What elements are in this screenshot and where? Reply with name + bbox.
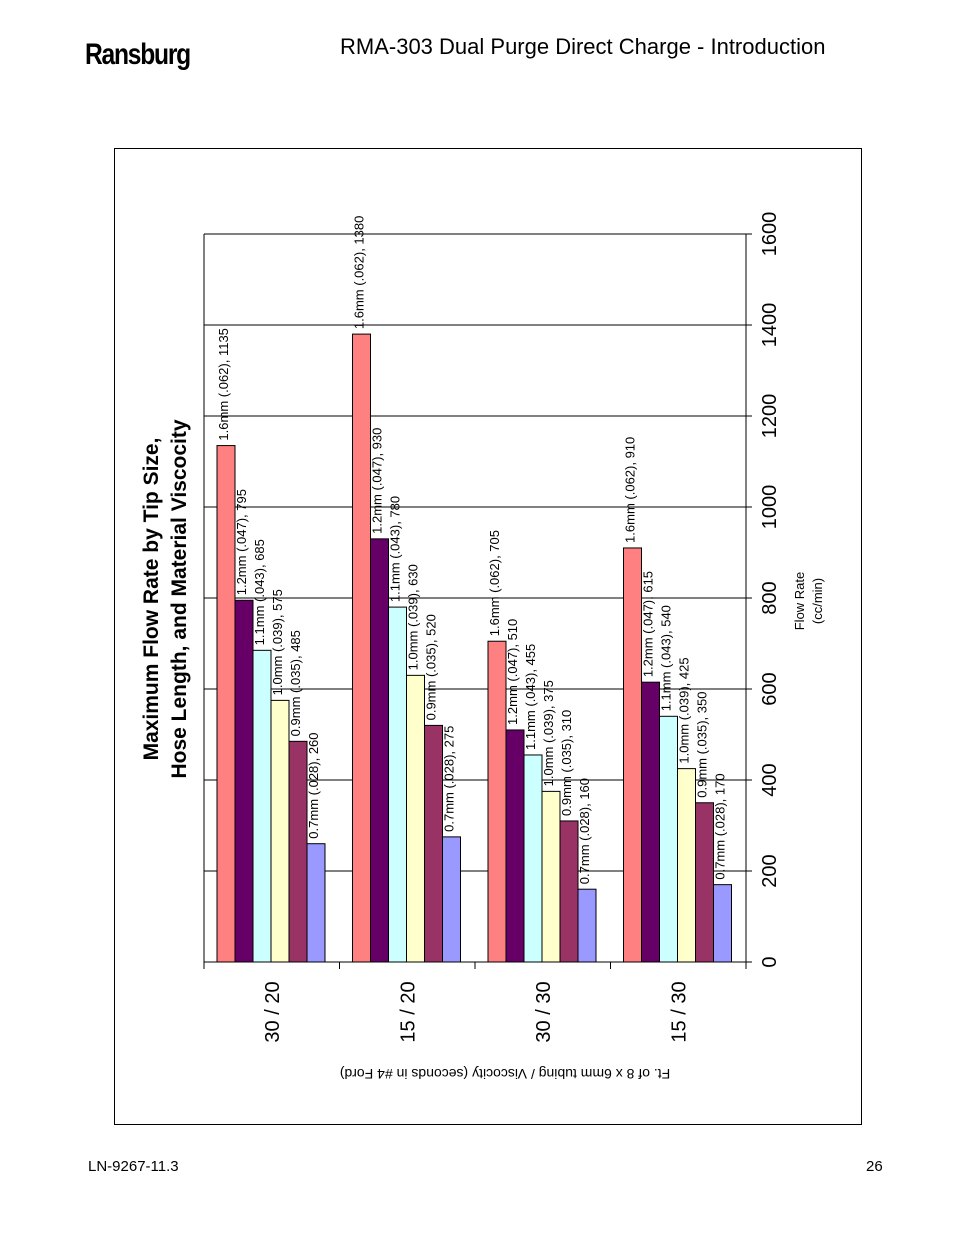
bar-data-label: 1.6mm (.062), 1135 bbox=[216, 328, 231, 440]
document-title: RMA-303 Dual Purge Direct Charge - Intro… bbox=[340, 34, 826, 59]
bar bbox=[406, 674, 425, 963]
bar bbox=[641, 681, 660, 963]
chart-title-line2: Hose Length, and Material Viscocity bbox=[168, 419, 191, 778]
page-number: 26 bbox=[866, 1158, 883, 1175]
value-axis-title-line2: (cc/min) bbox=[810, 578, 825, 624]
bar bbox=[505, 729, 525, 963]
bar bbox=[306, 843, 326, 963]
bar-data-label: 0.9mm (.035), 310 bbox=[559, 710, 574, 816]
bar bbox=[541, 790, 561, 963]
category-axis-title: Ft. of 8 x 6mm tubing / Viscocity (secon… bbox=[340, 1066, 670, 1082]
document-id: LN-9267-11.3 bbox=[88, 1158, 179, 1175]
bar-data-label: 0.7mm (.028), 170 bbox=[713, 773, 728, 879]
value-tick-label: 1600 bbox=[759, 212, 781, 257]
value-tick-label: 0 bbox=[759, 956, 781, 967]
bar bbox=[216, 445, 236, 963]
bar bbox=[623, 547, 642, 963]
bar bbox=[577, 888, 597, 963]
value-tick-label: 600 bbox=[759, 672, 781, 705]
bar-data-label: 1.0mm (.039), 575 bbox=[270, 589, 285, 695]
bar-data-label: 0.9mm (.035), 350 bbox=[695, 692, 710, 798]
bar bbox=[252, 649, 272, 963]
brand-logo: Ransburg bbox=[85, 38, 191, 71]
value-axis-title-line1: Flow Rate bbox=[792, 572, 807, 631]
value-tick-label: 1000 bbox=[759, 485, 781, 530]
bar-data-label: 1.0mm (.039), 375 bbox=[541, 680, 556, 786]
bar-data-label: 1.1mm (.043), 780 bbox=[388, 496, 403, 602]
bar-data-label: 1.0mm (.039), 425 bbox=[677, 657, 692, 763]
bar-data-label: 1.2mm (.047), 615 bbox=[641, 571, 656, 677]
value-tick-label: 400 bbox=[759, 763, 781, 796]
bar-data-label: 0.7mm (.028), 275 bbox=[442, 726, 457, 832]
category-label: 30 / 30 bbox=[533, 981, 555, 1042]
bar-data-label: 1.2mm (.047), 795 bbox=[234, 489, 249, 595]
bar bbox=[270, 699, 290, 963]
bar bbox=[559, 820, 579, 963]
bar-data-label: 1.2mm (.047), 510 bbox=[505, 619, 520, 725]
bar bbox=[370, 538, 389, 963]
bar-data-label: 1.1mm (.043), 540 bbox=[659, 605, 674, 711]
bar bbox=[234, 599, 254, 963]
bar bbox=[424, 724, 443, 963]
bar-data-label: 0.7mm (.028), 160 bbox=[577, 778, 592, 884]
bar bbox=[352, 333, 371, 963]
chart-frame: 0 200 400 600 800 1000 1200 1400 1600 1.6mm (.062… bbox=[114, 148, 862, 1125]
bar-data-label: 1.0mm (.039), 630 bbox=[406, 564, 421, 670]
bar-data-label: 0.9mm (.035), 520 bbox=[424, 614, 439, 720]
category-label: 15 / 30 bbox=[668, 981, 690, 1042]
bar-data-label: 1.6mm (.062), 1380 bbox=[352, 216, 367, 329]
bar-data-label: 1.6mm (.062), 705 bbox=[487, 530, 502, 636]
bar bbox=[523, 754, 543, 963]
bar-data-label: 1.6mm (.062), 910 bbox=[623, 437, 638, 543]
bar-data-label: 1.1mm (.043), 455 bbox=[523, 644, 538, 750]
category-label: 30 / 20 bbox=[262, 981, 284, 1042]
bar bbox=[442, 836, 461, 963]
value-tick-label: 1200 bbox=[759, 394, 781, 439]
bar bbox=[695, 802, 714, 963]
bar bbox=[659, 715, 678, 963]
bar bbox=[677, 768, 696, 963]
bar-data-label: 1.2mm (.047), 930 bbox=[370, 428, 385, 534]
bar bbox=[388, 606, 407, 963]
bar-data-label: 0.7mm (.028), 260 bbox=[306, 732, 321, 838]
value-tick-label: 200 bbox=[759, 854, 781, 887]
bar-data-label: 1.1mm (.043), 685 bbox=[252, 539, 267, 645]
value-tick-label: 800 bbox=[759, 581, 781, 614]
flow-rate-chart: 0 200 400 600 800 1000 1200 1400 1600 1.6mm (.062… bbox=[140, 212, 825, 1082]
bar bbox=[713, 884, 732, 963]
bar bbox=[487, 640, 507, 963]
bar bbox=[288, 740, 308, 963]
category-label: 15 / 20 bbox=[397, 981, 419, 1042]
bar-data-label: 0.9mm (.035), 485 bbox=[288, 630, 303, 736]
value-tick-label: 1400 bbox=[759, 303, 781, 348]
chart-title-line1: Maximum Flow Rate by Tip Size, bbox=[140, 438, 163, 761]
